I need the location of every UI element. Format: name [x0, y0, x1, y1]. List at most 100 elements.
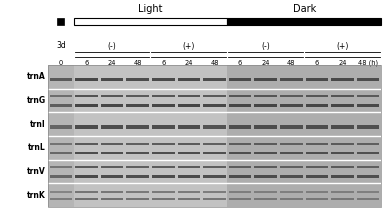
Bar: [152, 143, 175, 145]
Bar: [101, 95, 123, 98]
Bar: [126, 152, 149, 154]
Bar: [50, 95, 72, 98]
Bar: [280, 104, 303, 107]
Bar: [255, 143, 277, 145]
Text: trnV: trnV: [27, 167, 46, 176]
Bar: [126, 95, 149, 98]
Bar: [125, 65, 151, 207]
Text: trnA: trnA: [27, 72, 46, 81]
Bar: [74, 65, 99, 207]
Text: 24: 24: [185, 60, 193, 66]
Bar: [278, 65, 304, 207]
Text: 24: 24: [262, 60, 270, 66]
Bar: [203, 198, 226, 201]
Bar: [126, 175, 149, 178]
Bar: [178, 152, 200, 154]
Bar: [280, 95, 303, 98]
Bar: [202, 65, 227, 207]
Bar: [357, 95, 379, 98]
Bar: [357, 166, 379, 168]
Bar: [57, 18, 64, 25]
Bar: [357, 78, 379, 81]
Bar: [151, 65, 176, 207]
Bar: [255, 78, 277, 81]
Bar: [306, 104, 328, 107]
Bar: [306, 78, 328, 81]
Bar: [178, 78, 200, 81]
Bar: [355, 65, 381, 207]
Bar: [178, 95, 200, 98]
Bar: [331, 143, 354, 145]
Bar: [126, 191, 149, 192]
Bar: [75, 126, 98, 128]
Bar: [280, 198, 303, 201]
Bar: [50, 166, 72, 168]
Bar: [306, 143, 328, 145]
Bar: [126, 126, 149, 128]
Bar: [331, 78, 354, 81]
Bar: [253, 65, 278, 207]
Bar: [203, 95, 226, 98]
Text: trnL: trnL: [28, 143, 46, 152]
Bar: [330, 65, 355, 207]
Text: trnK: trnK: [27, 191, 46, 200]
Bar: [229, 104, 252, 107]
Text: 6: 6: [238, 60, 242, 66]
Bar: [229, 95, 252, 98]
Text: (-): (-): [108, 42, 116, 50]
Bar: [101, 104, 123, 107]
Text: 24: 24: [338, 60, 347, 66]
Text: Light: Light: [138, 4, 163, 14]
Bar: [357, 126, 379, 128]
Bar: [50, 78, 72, 81]
Bar: [152, 104, 175, 107]
Bar: [126, 198, 149, 201]
Text: Dark: Dark: [293, 4, 316, 14]
Bar: [75, 152, 98, 154]
Bar: [306, 175, 328, 178]
Bar: [331, 152, 354, 154]
Text: 48: 48: [287, 60, 296, 66]
Bar: [331, 126, 354, 128]
Bar: [306, 152, 328, 154]
Bar: [152, 78, 175, 81]
Bar: [306, 95, 328, 98]
Text: (+): (+): [336, 42, 349, 50]
Bar: [50, 126, 72, 128]
Text: trnI: trnI: [30, 120, 46, 129]
Bar: [152, 152, 175, 154]
Bar: [152, 126, 175, 128]
Bar: [255, 191, 277, 192]
Bar: [101, 78, 123, 81]
Bar: [227, 65, 253, 207]
Text: 0: 0: [59, 60, 63, 66]
Bar: [304, 65, 330, 207]
Bar: [178, 166, 200, 168]
Bar: [101, 191, 123, 192]
Bar: [178, 191, 200, 192]
Bar: [255, 198, 277, 201]
Bar: [229, 152, 252, 154]
Bar: [75, 104, 98, 107]
Bar: [126, 78, 149, 81]
Bar: [75, 166, 98, 168]
Bar: [280, 143, 303, 145]
Bar: [75, 78, 98, 81]
Text: trnG: trnG: [27, 96, 46, 105]
Bar: [331, 104, 354, 107]
Bar: [178, 143, 200, 145]
Bar: [357, 104, 379, 107]
Bar: [101, 143, 123, 145]
Bar: [306, 166, 328, 168]
Bar: [229, 175, 252, 178]
Bar: [126, 104, 149, 107]
Bar: [306, 191, 328, 192]
Bar: [229, 166, 252, 168]
Bar: [255, 95, 277, 98]
Text: 48: 48: [133, 60, 142, 66]
Bar: [75, 95, 98, 98]
Bar: [152, 175, 175, 178]
Bar: [280, 152, 303, 154]
Bar: [75, 143, 98, 145]
Bar: [229, 143, 252, 145]
